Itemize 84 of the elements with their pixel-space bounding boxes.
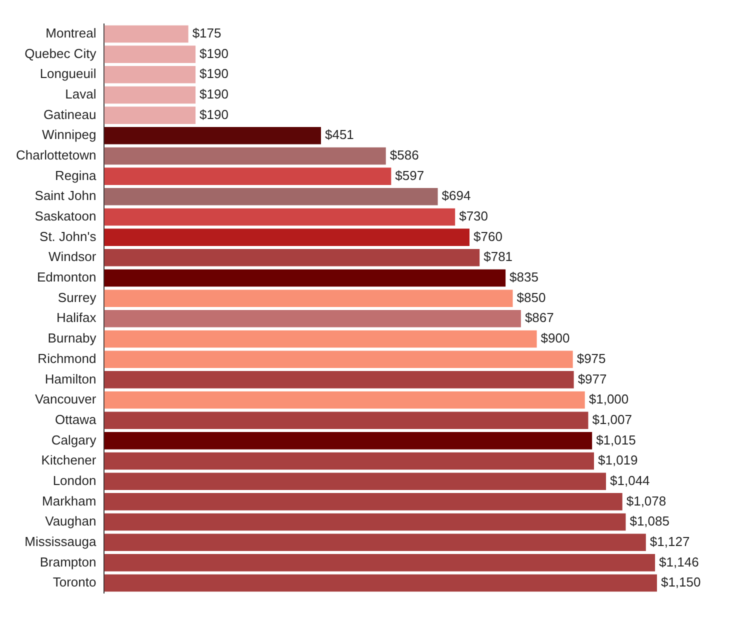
bar	[104, 106, 196, 124]
bar	[104, 330, 537, 348]
data-label: $760	[474, 228, 502, 244]
data-label: $835	[510, 270, 538, 285]
y-tick-label: Saint John	[34, 188, 96, 204]
data-label: $1,000	[588, 392, 629, 407]
y-tick-label: Surrey	[58, 290, 97, 305]
bar	[104, 188, 438, 206]
bar	[104, 208, 456, 226]
y-tick-label: Ottawa	[55, 412, 97, 427]
data-label: $190	[200, 86, 228, 102]
y-tick-label: Calgary	[51, 432, 97, 448]
y-tick-label: Montreal	[46, 26, 96, 41]
bar	[104, 228, 470, 246]
data-label: $850	[516, 290, 546, 305]
bar	[104, 472, 606, 490]
data-label: $781	[484, 249, 513, 264]
y-tick-label: Windsor	[48, 249, 97, 264]
data-label: $190	[200, 46, 228, 61]
bar	[104, 493, 622, 510]
data-label: $1,019	[598, 452, 638, 468]
bar	[104, 513, 626, 531]
bar	[104, 310, 521, 328]
bar	[104, 290, 513, 307]
y-tick-label: Longueuil	[40, 66, 96, 82]
data-label: $694	[442, 188, 471, 204]
y-tick-label: Kitchener	[41, 452, 97, 468]
y-tick-label: Charlottetown	[16, 148, 96, 163]
y-tick-label: St. John's	[40, 228, 97, 244]
data-label: $975	[576, 350, 606, 366]
y-tick-label: Saskatoon	[34, 208, 96, 224]
y-tick-label: Richmond	[38, 350, 96, 366]
y-tick-label: Toronto	[52, 574, 96, 590]
bar	[104, 86, 196, 104]
bar	[104, 432, 592, 450]
data-label: $451	[324, 127, 354, 142]
data-label: $730	[459, 208, 488, 224]
y-tick-label: Hamilton	[44, 371, 96, 386]
data-label: $1,007	[592, 412, 632, 427]
y-tick-label: Mississauga	[24, 534, 97, 549]
bar	[104, 371, 574, 388]
bar	[104, 127, 321, 144]
data-label: $175	[192, 26, 222, 41]
data-label: $1,150	[660, 574, 701, 590]
data-label: $867	[524, 310, 554, 326]
bar	[104, 147, 386, 165]
y-tick-label: Vaughan	[45, 514, 96, 529]
bar	[104, 412, 588, 429]
bar	[104, 168, 392, 185]
bar	[104, 534, 646, 552]
bar	[104, 46, 196, 63]
bar	[104, 25, 188, 43]
y-tick-label: Winnipeg	[42, 127, 96, 142]
y-tick-label: Edmonton	[36, 270, 96, 285]
y-tick-label: Brampton	[40, 554, 96, 570]
bar	[104, 350, 573, 368]
data-label: $1,044	[610, 472, 650, 488]
bar	[104, 249, 480, 266]
bar	[104, 574, 657, 592]
bar	[104, 66, 196, 84]
data-label: $977	[578, 371, 607, 386]
data-label: $1,015	[596, 432, 636, 448]
data-label: $190	[200, 66, 228, 82]
y-tick-label: Vancouver	[35, 392, 97, 407]
y-tick-label: Burnaby	[48, 330, 97, 346]
y-tick-label: Regina	[55, 168, 97, 183]
y-tick-label: Gatineau	[43, 106, 96, 122]
y-tick-label: London	[52, 472, 96, 488]
data-label: $1,078	[626, 493, 666, 508]
data-label: $586	[390, 148, 419, 163]
data-label: $1,085	[630, 514, 670, 529]
bar	[104, 554, 656, 572]
data-label: $190	[200, 106, 228, 122]
y-tick-label: Markham	[42, 493, 96, 508]
data-label: $1,146	[659, 554, 699, 570]
data-label: $1,127	[650, 534, 690, 549]
data-label: $597	[395, 168, 424, 183]
bar	[104, 269, 506, 287]
y-tick-label: Halifax	[56, 310, 97, 326]
y-tick-label: Quebec City	[24, 46, 97, 61]
y-tick-label: Laval	[65, 86, 96, 102]
data-label: $900	[540, 330, 570, 346]
bar	[104, 391, 585, 409]
bar	[104, 452, 594, 470]
